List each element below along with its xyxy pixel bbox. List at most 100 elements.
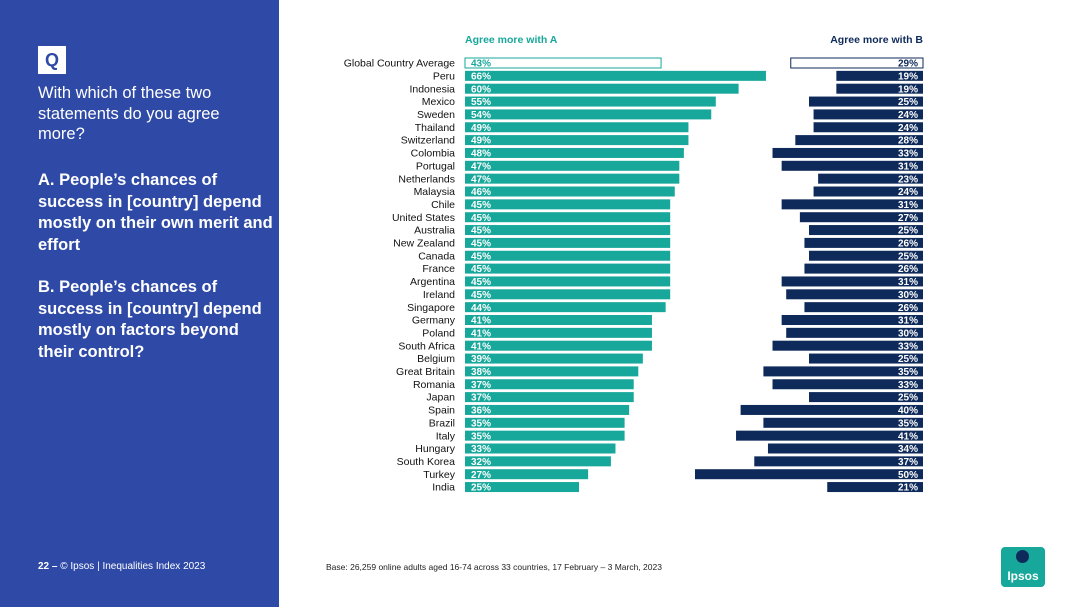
value-label-b: 23%	[898, 174, 918, 185]
bar-agree-a	[465, 340, 652, 351]
value-label-b: 30%	[898, 290, 918, 301]
bar-agree-b	[781, 199, 923, 210]
value-label-b: 35%	[898, 418, 918, 429]
value-label-b: 25%	[898, 251, 918, 262]
bar-agree-a	[464, 57, 662, 69]
value-label-a: 32%	[471, 457, 491, 468]
value-label-a: 46%	[471, 187, 491, 198]
bar-agree-a	[465, 225, 671, 236]
category-label: Brazil	[429, 417, 455, 429]
category-label: Portugal	[416, 160, 455, 172]
value-label-b: 25%	[898, 354, 918, 365]
bar-agree-a	[465, 443, 616, 454]
category-label: France	[422, 263, 455, 275]
value-label-b: 19%	[898, 84, 918, 95]
bar-agree-a	[465, 96, 716, 107]
category-label: Australia	[414, 225, 455, 237]
value-label-a: 66%	[471, 71, 491, 82]
category-label: Sweden	[417, 109, 455, 121]
category-label: Mexico	[422, 96, 455, 108]
category-label: Germany	[412, 315, 456, 327]
value-label-a: 55%	[471, 97, 491, 108]
bar-agree-b	[772, 147, 923, 158]
logo-text: Ipsos	[1007, 569, 1039, 583]
value-label-b: 30%	[898, 328, 918, 339]
legend-b: Agree more with B	[830, 34, 923, 46]
category-label: Poland	[422, 327, 455, 339]
value-label-b: 50%	[898, 470, 918, 481]
value-label-a: 45%	[471, 239, 491, 250]
bar-agree-b	[804, 263, 923, 274]
category-label: South Africa	[398, 340, 455, 352]
category-label: Japan	[426, 392, 455, 404]
bar-agree-a	[465, 315, 652, 325]
category-label: Hungary	[415, 443, 455, 455]
value-label-a: 49%	[471, 136, 491, 147]
value-label-a: 47%	[471, 161, 491, 172]
category-label: Colombia	[411, 148, 456, 160]
bar-agree-a	[465, 469, 589, 480]
value-label-b: 35%	[898, 367, 918, 378]
value-label-a: 25%	[471, 483, 491, 494]
bar-agree-b	[781, 160, 923, 171]
value-label-b: 26%	[898, 264, 918, 275]
bar-agree-a	[465, 186, 675, 197]
value-label-b: 24%	[898, 110, 918, 121]
value-label-a: 45%	[471, 200, 491, 211]
statement-a: A. People’s chances of success in [count…	[38, 171, 273, 254]
bar-agree-b	[827, 482, 923, 493]
question-badge: Q	[38, 46, 66, 74]
bar-agree-b	[763, 366, 923, 377]
value-label-a: 43%	[471, 59, 491, 70]
bar-agree-a	[465, 379, 634, 390]
bar-agree-a	[465, 250, 671, 261]
bar-agree-a	[465, 109, 712, 120]
category-label: Canada	[418, 250, 455, 262]
value-label-b: 25%	[898, 226, 918, 237]
value-label-a: 35%	[471, 418, 491, 429]
value-label-a: 41%	[471, 341, 491, 352]
bar-agree-b	[781, 276, 923, 287]
category-label: United States	[392, 212, 455, 224]
bar-agree-a	[465, 263, 671, 274]
value-label-b: 34%	[898, 444, 918, 455]
bar-agree-b	[786, 289, 923, 300]
bar-agree-b	[813, 122, 923, 133]
bar-agree-b	[809, 96, 923, 107]
value-label-b: 31%	[898, 316, 918, 327]
value-label-a: 45%	[471, 251, 491, 262]
value-label-a: 37%	[471, 380, 491, 391]
bar-agree-b	[795, 135, 923, 146]
value-label-a: 49%	[471, 123, 491, 134]
category-label: Romania	[413, 379, 455, 391]
value-label-a: 44%	[471, 303, 491, 314]
bar-agree-b	[809, 250, 923, 261]
question-sidebar: Q With which of these two statements do …	[0, 0, 279, 607]
copyright-text: © Ipsos | Inequalities Index 2023	[60, 561, 206, 572]
category-label: Switzerland	[401, 135, 455, 147]
bar-agree-a	[465, 456, 611, 467]
category-label: Great Britain	[396, 366, 455, 378]
bar-agree-b	[736, 430, 923, 441]
value-label-a: 39%	[471, 354, 491, 365]
bar-agree-b	[818, 173, 923, 184]
bar-agree-a	[465, 276, 671, 287]
bar-agree-a	[465, 212, 671, 223]
value-label-a: 60%	[471, 84, 491, 95]
value-label-a: 45%	[471, 226, 491, 237]
bar-agree-b	[790, 57, 924, 69]
bar-agree-b	[772, 340, 923, 351]
bar-agree-b	[799, 212, 923, 223]
bar-agree-a	[465, 83, 739, 94]
value-label-b: 26%	[898, 303, 918, 314]
bar-agree-b	[767, 443, 923, 454]
bar-agree-b	[804, 237, 923, 248]
value-label-b: 27%	[898, 213, 918, 224]
bar-agree-a	[465, 122, 689, 133]
category-label: Peru	[433, 70, 455, 82]
value-label-a: 45%	[471, 213, 491, 224]
bar-agree-a	[465, 482, 579, 493]
page-footer: 22 – © Ipsos | Inequalities Index 2023	[38, 561, 205, 572]
bar-agree-b	[754, 456, 923, 467]
